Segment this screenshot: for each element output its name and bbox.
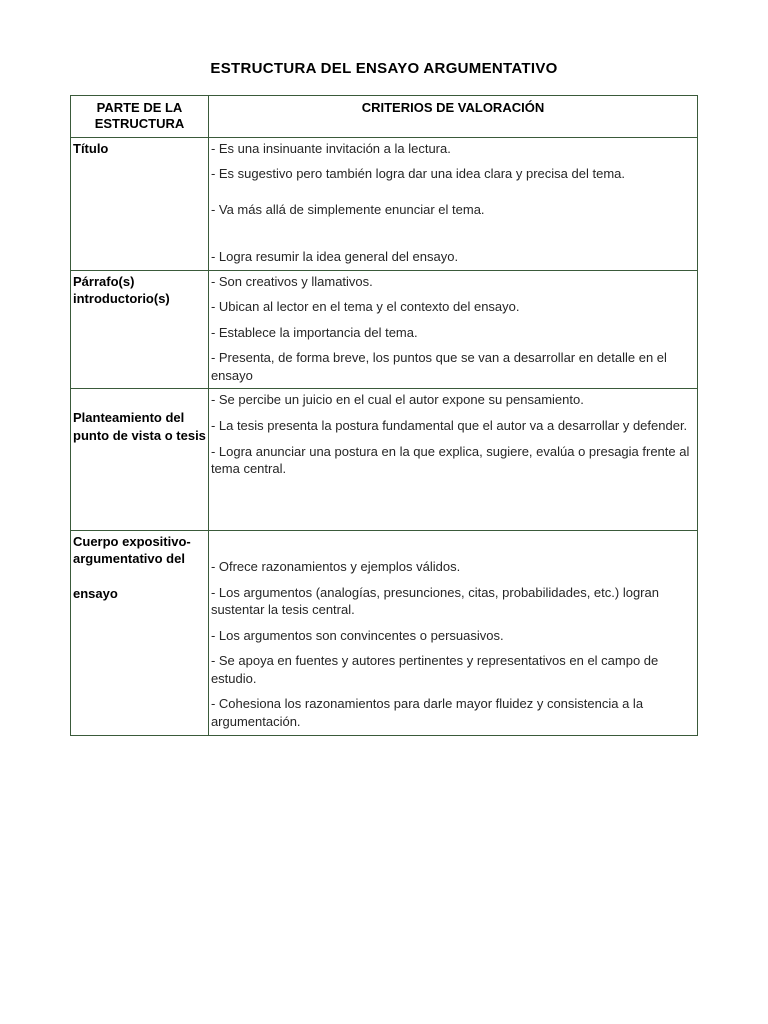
- row-criteria: - Es una insinuante invitación a la lect…: [208, 137, 697, 270]
- criteria-item: - Se apoya en fuentes y autores pertinen…: [211, 652, 695, 687]
- header-left-line1: PARTE DE LA: [97, 100, 183, 115]
- row-label-line: ensayo: [73, 585, 206, 603]
- criteria-item: - Los argumentos (analogías, presuncione…: [211, 584, 695, 619]
- table-row: Párrafo(s) introductorio(s)- Son creativ…: [71, 270, 698, 389]
- criteria-item: - Los argumentos son convincentes o pers…: [211, 627, 695, 645]
- criteria-item: - Presenta, de forma breve, los puntos q…: [211, 349, 695, 384]
- row-label-line: [73, 568, 206, 586]
- table-row: Título- Es una insinuante invitación a l…: [71, 137, 698, 270]
- structure-table: PARTE DE LA ESTRUCTURA CRITERIOS DE VALO…: [70, 95, 698, 736]
- criteria-item: - Ubican al lector en el tema y el conte…: [211, 298, 695, 316]
- criteria-item: - Es sugestivo pero también logra dar un…: [211, 165, 695, 183]
- header-left: PARTE DE LA ESTRUCTURA: [71, 96, 209, 138]
- table-row: Cuerpo expositivo-argumentativo del ensa…: [71, 530, 698, 735]
- row-criteria: - Se percibe un juicio en el cual el aut…: [208, 389, 697, 530]
- criteria-item: - Cohesiona los razonamientos para darle…: [211, 695, 695, 730]
- criteria-item: - Va más allá de simplemente enunciar el…: [211, 201, 695, 219]
- document-title: ESTRUCTURA DEL ENSAYO ARGUMENTATIVO: [70, 60, 698, 77]
- criteria-item: - Logra resumir la idea general del ensa…: [211, 248, 695, 266]
- criteria-item: - Se percibe un juicio en el cual el aut…: [211, 391, 695, 409]
- row-label: Párrafo(s) introductorio(s): [71, 270, 209, 389]
- table-row: Planteamiento delpunto de vista o tesis-…: [71, 389, 698, 530]
- criteria-item: [211, 533, 695, 551]
- row-label-line: punto de vista o tesis: [73, 427, 206, 445]
- criteria-item: - Establece la importancia del tema.: [211, 324, 695, 342]
- row-criteria: - Son creativos y llamativos. - Ubican al…: [208, 270, 697, 389]
- header-right: CRITERIOS DE VALORACIÓN: [208, 96, 697, 138]
- criteria-item: - Son creativos y llamativos.: [211, 273, 695, 291]
- criteria-item: - La tesis presenta la postura fundament…: [211, 417, 695, 435]
- criteria-item: - Es una insinuante invitación a la lect…: [211, 140, 695, 158]
- criteria-item: - Ofrece razonamientos y ejemplos válido…: [211, 558, 695, 576]
- row-label-line: Cuerpo expositivo-argumentativo del: [73, 533, 206, 568]
- criteria-item: - Logra anunciar una postura en la que e…: [211, 443, 695, 478]
- row-label: Planteamiento delpunto de vista o tesis: [71, 389, 209, 530]
- header-left-line2: ESTRUCTURA: [95, 116, 185, 131]
- row-label: Cuerpo expositivo-argumentativo del ensa…: [71, 530, 209, 735]
- row-criteria: - Ofrece razonamientos y ejemplos válido…: [208, 530, 697, 735]
- row-label: Título: [71, 137, 209, 270]
- row-label-line: [73, 391, 206, 409]
- row-label-line: Planteamiento del: [73, 409, 206, 427]
